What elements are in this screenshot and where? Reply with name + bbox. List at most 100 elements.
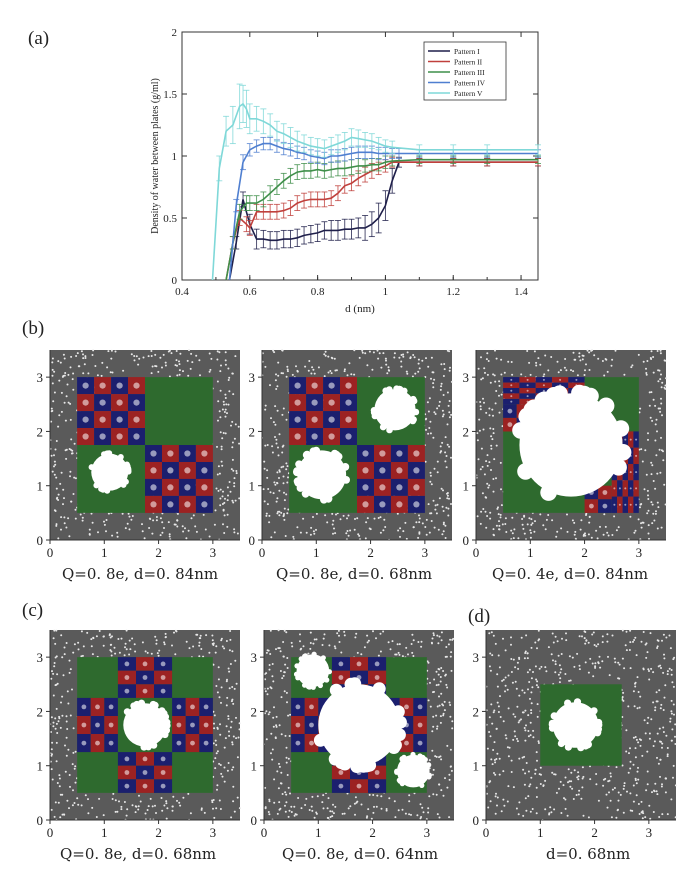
water-molecule xyxy=(672,776,674,779)
water-molecule xyxy=(269,491,272,494)
water-molecule xyxy=(274,405,277,408)
water-molecule xyxy=(228,376,231,379)
water-molecule xyxy=(623,667,626,670)
water-molecule xyxy=(540,665,543,668)
water-molecule xyxy=(442,413,445,416)
water-molecule xyxy=(446,497,449,500)
water-molecule xyxy=(150,355,153,357)
water-molecule xyxy=(634,747,637,750)
water-molecule xyxy=(133,355,136,357)
water-molecule xyxy=(635,654,638,657)
water-molecule xyxy=(282,407,285,410)
water-molecule xyxy=(276,497,279,500)
water-molecule xyxy=(330,356,333,359)
water-molecule xyxy=(488,716,491,719)
water-molecule xyxy=(264,444,267,447)
water-molecule xyxy=(221,437,224,440)
water-molecule xyxy=(441,415,444,418)
water-molecule xyxy=(444,436,447,439)
water-molecule xyxy=(559,780,562,783)
water-molecule xyxy=(387,366,390,369)
void-edge xyxy=(293,467,301,475)
water-molecule xyxy=(323,375,326,378)
water-molecule xyxy=(602,533,605,536)
water-molecule xyxy=(178,373,181,376)
water-molecule xyxy=(230,468,233,471)
water-molecule xyxy=(159,517,162,520)
water-molecule xyxy=(411,375,414,378)
water-molecule xyxy=(524,739,527,742)
water-molecule xyxy=(218,472,221,475)
water-molecule xyxy=(646,750,649,753)
water-molecule xyxy=(516,661,519,664)
water-molecule xyxy=(661,746,663,749)
water-molecule xyxy=(224,351,227,354)
water-molecule xyxy=(81,519,84,522)
water-molecule xyxy=(278,489,281,492)
water-molecule xyxy=(62,503,64,506)
water-molecule xyxy=(147,355,150,358)
water-molecule xyxy=(523,691,526,694)
water-molecule xyxy=(285,418,288,421)
water-molecule xyxy=(524,709,527,712)
water-molecule xyxy=(666,755,669,758)
water-molecule xyxy=(516,740,519,743)
void-edge xyxy=(341,463,350,471)
water-molecule xyxy=(647,668,650,671)
water-molecule xyxy=(167,521,170,524)
water-molecule xyxy=(430,520,433,522)
water-molecule xyxy=(58,379,61,382)
water-molecule xyxy=(111,534,114,537)
water-molecule xyxy=(552,641,555,644)
water-molecule xyxy=(69,470,72,473)
water-molecule xyxy=(305,531,308,534)
water-molecule xyxy=(435,512,438,515)
water-molecule xyxy=(385,359,387,362)
panel-label-c: (c) xyxy=(22,600,44,621)
water-molecule xyxy=(515,807,518,810)
water-molecule xyxy=(657,369,660,372)
water-molecule xyxy=(216,380,219,383)
water-molecule xyxy=(226,525,229,528)
water-molecule xyxy=(442,521,445,524)
water-molecule xyxy=(175,359,178,362)
water-molecule xyxy=(656,732,659,735)
water-molecule xyxy=(421,522,424,525)
x-tick-label: 3 xyxy=(210,545,217,560)
water-molecule xyxy=(221,408,224,411)
water-molecule xyxy=(594,662,597,665)
charge-tile-dot xyxy=(362,467,369,474)
water-molecule xyxy=(216,473,219,476)
water-molecule xyxy=(276,471,279,474)
neutral-region xyxy=(145,377,213,445)
water-molecule xyxy=(534,772,537,775)
water-molecule xyxy=(429,474,432,477)
water-molecule xyxy=(213,523,216,526)
water-molecule xyxy=(219,370,222,373)
water-molecule xyxy=(597,643,600,646)
water-molecule xyxy=(518,801,521,804)
water-molecule xyxy=(513,730,516,733)
water-molecule xyxy=(418,532,421,535)
water-molecule xyxy=(445,455,448,457)
water-molecule xyxy=(527,735,530,738)
water-molecule xyxy=(282,482,285,485)
water-molecule xyxy=(425,417,428,420)
water-molecule xyxy=(292,535,295,538)
water-molecule xyxy=(54,448,57,451)
water-molecule xyxy=(399,527,402,530)
water-molecule xyxy=(628,752,630,755)
water-molecule xyxy=(634,736,637,738)
water-molecule xyxy=(521,756,524,759)
water-molecule xyxy=(635,782,638,785)
water-molecule xyxy=(137,363,140,366)
void-edge xyxy=(332,450,341,459)
water-molecule xyxy=(628,649,631,651)
water-molecule xyxy=(163,527,165,529)
water-molecule xyxy=(226,513,229,516)
water-molecule xyxy=(110,349,113,352)
y-tick-label: 1 xyxy=(249,479,256,494)
water-molecule xyxy=(198,359,201,362)
water-molecule xyxy=(266,469,269,472)
water-molecule xyxy=(494,812,497,815)
